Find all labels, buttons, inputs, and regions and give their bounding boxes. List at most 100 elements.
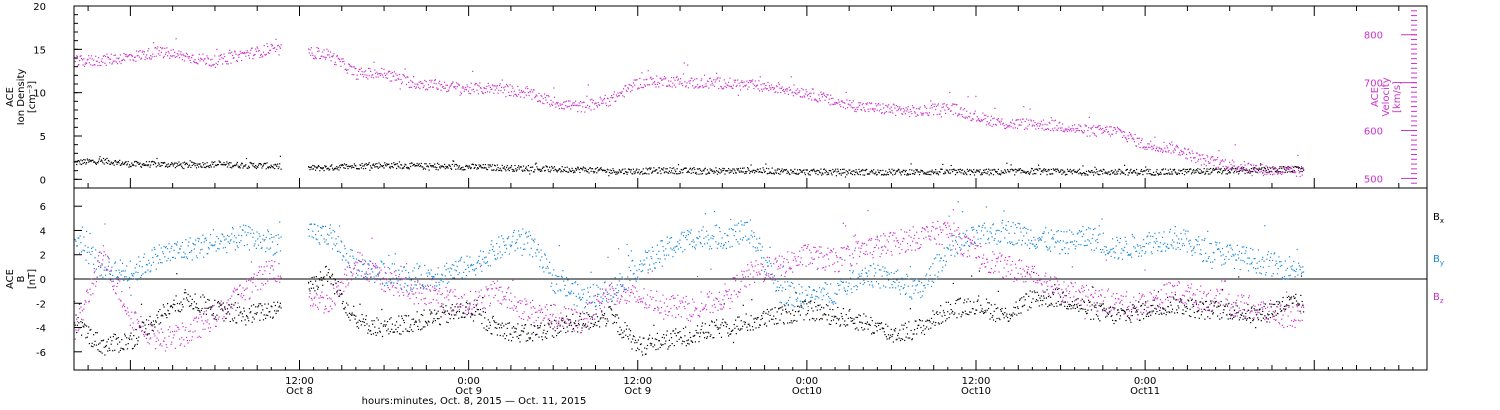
- by-series-point: [565, 295, 567, 297]
- density-series-point: [506, 166, 508, 169]
- by-series-point: [838, 289, 840, 291]
- velocity-series-point: [498, 89, 500, 91]
- density-series-point: [1225, 173, 1227, 175]
- velocity-series-point: [310, 47, 312, 49]
- velocity-series-point: [131, 55, 133, 57]
- density-series-point: [449, 165, 451, 167]
- velocity-series-point: [412, 81, 414, 84]
- by-series-point: [100, 274, 102, 276]
- by-series-point: [1083, 233, 1085, 235]
- velocity-series-point: [150, 58, 152, 60]
- by-series-point: [431, 275, 433, 277]
- by-series-point: [890, 278, 892, 280]
- velocity-series-point: [1102, 131, 1104, 134]
- by-series-point: [700, 243, 702, 245]
- density-series-point: [392, 167, 394, 169]
- velocity-series-point: [1164, 147, 1166, 149]
- velocity-series-point: [691, 77, 693, 79]
- by-series-point: [588, 302, 590, 304]
- by-series-point: [1033, 236, 1035, 238]
- density-series-point: [324, 166, 327, 168]
- by-series-point: [577, 284, 579, 286]
- by-series-point: [601, 300, 603, 302]
- velocity-series-point: [1167, 147, 1169, 149]
- velocity-series-point: [251, 47, 253, 49]
- density-series-point: [217, 163, 219, 166]
- by-series-point: [989, 231, 991, 233]
- density-series-point: [242, 167, 244, 169]
- velocity-series-point: [667, 85, 669, 87]
- velocity-series-point: [520, 90, 522, 92]
- by-series-point: [730, 228, 732, 230]
- by-series-point: [397, 280, 399, 282]
- density-series-point: [1160, 173, 1162, 175]
- density-series-point: [720, 169, 722, 171]
- by-series-point: [670, 237, 673, 239]
- velocity-series-point: [703, 86, 705, 88]
- density-series-point: [336, 166, 338, 168]
- density-series-point: [441, 165, 443, 167]
- velocity-series-point: [463, 90, 465, 92]
- density-series-point: [185, 162, 187, 164]
- density-series-point: [804, 174, 806, 176]
- velocity-series-point: [763, 88, 765, 90]
- by-series-point: [429, 284, 432, 286]
- density-series-point: [1054, 168, 1057, 170]
- velocity-series-point: [784, 92, 786, 94]
- density-series-point: [818, 171, 821, 173]
- velocity-series-point: [966, 117, 968, 119]
- by-series-point: [626, 243, 628, 246]
- by-series-point: [1101, 218, 1103, 220]
- velocity-series-point: [975, 95, 977, 97]
- velocity-series-point: [571, 104, 573, 106]
- density-series-point: [465, 165, 467, 167]
- density-series-point: [783, 169, 785, 171]
- by-series-point: [517, 247, 519, 249]
- by-series-point: [367, 273, 369, 275]
- density-series-point: [560, 170, 563, 172]
- density-series-point: [577, 167, 580, 169]
- by-series-point: [402, 278, 404, 280]
- velocity-series-point: [715, 79, 717, 81]
- by-series-point: [1132, 235, 1134, 237]
- density-series-point: [1143, 170, 1145, 172]
- density-series-point: [826, 174, 828, 176]
- by-series-point: [214, 244, 216, 246]
- by-series-point: [754, 247, 756, 249]
- velocity-series-point: [1272, 174, 1274, 176]
- velocity-series-point: [1188, 148, 1190, 150]
- velocity-series-point: [377, 76, 379, 78]
- velocity-series-point: [925, 112, 927, 114]
- density-series-point: [930, 171, 933, 173]
- density-series-point: [778, 168, 780, 170]
- by-series-point: [174, 257, 176, 259]
- velocity-series-point: [330, 60, 332, 62]
- velocity-series-point: [495, 85, 497, 87]
- by-series-point: [868, 284, 871, 286]
- by-series-point: [484, 262, 486, 264]
- by-series-point: [746, 239, 748, 241]
- velocity-series-point: [661, 79, 663, 81]
- by-series-point: [671, 249, 673, 251]
- by-series-point: [382, 263, 384, 265]
- velocity-series-point: [181, 54, 183, 56]
- by-series-point: [742, 239, 744, 241]
- velocity-series-point: [956, 104, 958, 106]
- by-series-point: [656, 253, 658, 255]
- by-series-point: [582, 293, 584, 295]
- by-series-point: [887, 271, 889, 273]
- by-series-point: [84, 245, 86, 247]
- density-series-point: [791, 172, 793, 174]
- density-series-point: [1222, 170, 1224, 172]
- by-series-point: [953, 234, 955, 236]
- velocity-series-point: [1050, 130, 1052, 132]
- density-series-point: [635, 169, 637, 171]
- density-series-point: [1188, 169, 1190, 171]
- density-series-point: [265, 163, 267, 165]
- velocity-series-point: [398, 78, 400, 80]
- velocity-series-point: [1133, 141, 1135, 143]
- density-series-point: [744, 171, 747, 173]
- velocity-series-point: [861, 109, 863, 111]
- velocity-series-point: [250, 49, 252, 51]
- by-series-point: [253, 245, 255, 247]
